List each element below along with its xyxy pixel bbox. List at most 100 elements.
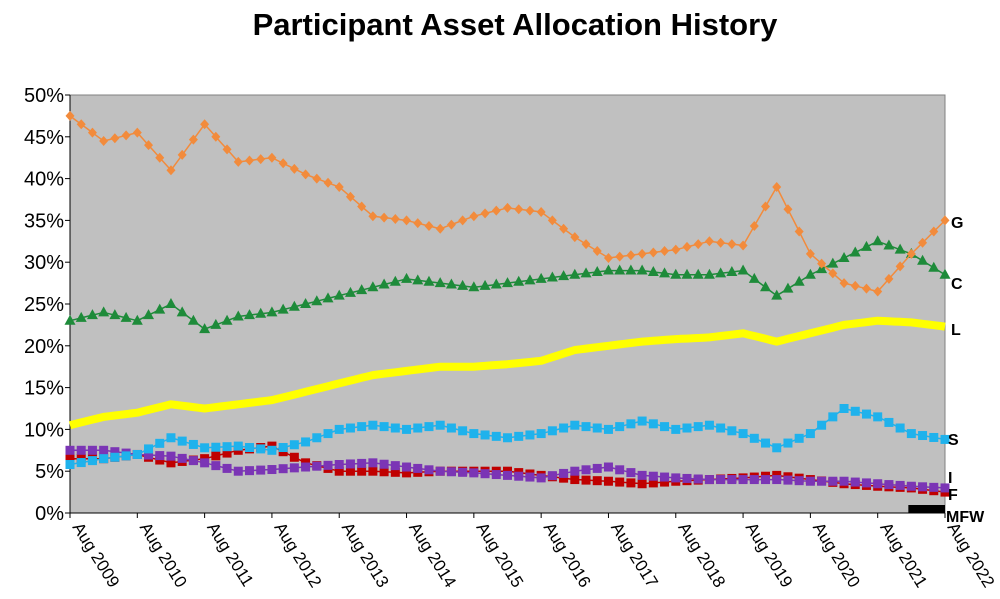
data-point-S <box>603 424 613 434</box>
data-point-S <box>783 438 793 448</box>
data-point-S <box>390 423 400 433</box>
data-point-S <box>166 433 176 443</box>
data-point-I <box>559 468 569 478</box>
data-point-G <box>693 239 703 250</box>
data-point-I <box>929 482 939 492</box>
data-point-I <box>244 466 254 476</box>
data-point-I <box>772 475 782 485</box>
data-point-I <box>536 473 546 483</box>
data-point-G <box>256 154 266 165</box>
data-point-S <box>693 422 703 432</box>
data-point-S <box>200 443 210 453</box>
data-point-C <box>860 240 872 251</box>
data-point-G <box>177 149 187 160</box>
data-point-S <box>940 434 950 444</box>
x-tick-label: Aug 2010 <box>136 519 191 591</box>
y-tick-label: 25% <box>24 294 64 316</box>
data-point-G <box>155 152 165 163</box>
data-point-G <box>772 181 782 192</box>
data-point-S <box>446 423 456 433</box>
data-point-C <box>389 275 401 286</box>
data-point-S <box>861 409 871 419</box>
data-point-G <box>906 248 916 259</box>
series-mfw <box>908 505 945 513</box>
data-point-S <box>873 412 883 422</box>
data-point-I <box>278 464 288 474</box>
data-point-G <box>87 127 97 138</box>
data-point-I <box>312 461 322 471</box>
data-point-G <box>458 215 468 226</box>
data-point-I <box>637 470 647 480</box>
data-point-I <box>581 465 591 475</box>
data-point-G <box>592 246 602 257</box>
series-label-s: S <box>948 432 959 449</box>
data-point-S <box>480 430 490 440</box>
data-point-S <box>424 422 434 432</box>
data-point-G <box>873 286 883 297</box>
x-tick-label: Aug 2011 <box>203 519 257 590</box>
data-point-S <box>188 439 198 449</box>
data-point-G <box>121 130 131 141</box>
data-point-G <box>828 268 838 279</box>
data-point-S <box>581 422 591 432</box>
data-point-G <box>671 244 681 255</box>
data-point-C <box>771 289 783 300</box>
data-point-G <box>233 156 243 167</box>
data-point-S <box>682 423 692 433</box>
data-point-S <box>772 443 782 453</box>
data-point-C <box>524 274 536 285</box>
data-point-G <box>704 236 714 247</box>
data-point-S <box>222 442 232 452</box>
data-point-G <box>144 140 154 151</box>
data-point-C <box>333 289 345 300</box>
data-point-I <box>817 476 827 486</box>
data-point-I <box>491 470 501 480</box>
data-point-S <box>211 442 221 452</box>
x-tick-label: Aug 2009 <box>69 519 124 591</box>
data-point-S <box>323 429 333 439</box>
data-point-C <box>210 318 222 329</box>
data-point-G <box>603 253 613 264</box>
data-point-G <box>581 239 591 250</box>
data-point-I <box>87 445 97 455</box>
data-point-S <box>559 423 569 433</box>
data-point-C <box>703 268 715 279</box>
y-tick-label: 50% <box>24 85 64 107</box>
data-point-G <box>278 158 288 169</box>
data-point-S <box>177 436 187 446</box>
data-point-S <box>402 424 412 434</box>
series-label-mfw: MFW <box>946 509 985 526</box>
series-line-l <box>69 316 946 430</box>
data-point-S <box>65 460 75 470</box>
data-point-F <box>570 475 580 485</box>
data-point-I <box>413 463 423 473</box>
data-point-I <box>65 445 75 455</box>
data-point-G <box>222 144 232 155</box>
data-point-C <box>636 264 648 275</box>
data-point-G <box>379 212 389 223</box>
data-point-S <box>817 420 827 430</box>
data-point-S <box>289 440 299 450</box>
y-tick-label: 30% <box>24 252 64 274</box>
data-point-I <box>693 474 703 484</box>
data-point-G <box>446 219 456 230</box>
data-point-G <box>334 181 344 192</box>
data-point-S <box>648 419 658 429</box>
data-point-C <box>558 270 570 281</box>
data-point-I <box>828 476 838 486</box>
y-tick-label: 5% <box>35 461 64 483</box>
data-point-F <box>345 466 355 476</box>
data-point-G <box>413 218 423 229</box>
data-point-F <box>368 466 378 476</box>
data-point-G <box>491 205 501 216</box>
y-tick-label: 35% <box>24 210 64 232</box>
data-point-C <box>131 314 143 325</box>
data-point-G <box>817 258 827 269</box>
data-point-I <box>446 467 456 477</box>
data-point-G <box>200 119 210 130</box>
data-point-I <box>76 445 86 455</box>
data-point-S <box>155 438 165 448</box>
data-point-I <box>682 473 692 483</box>
data-point-C <box>378 278 390 289</box>
